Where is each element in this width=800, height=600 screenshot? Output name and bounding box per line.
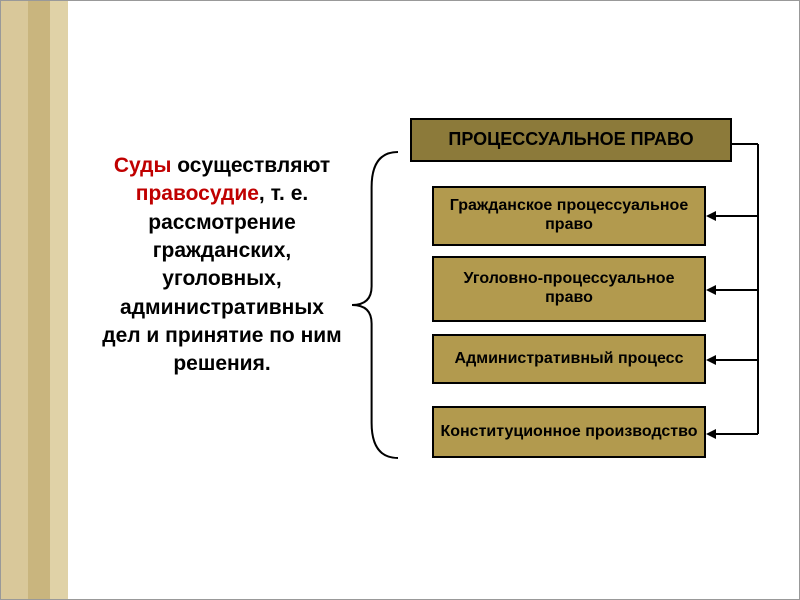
connector-arrows — [0, 0, 800, 600]
